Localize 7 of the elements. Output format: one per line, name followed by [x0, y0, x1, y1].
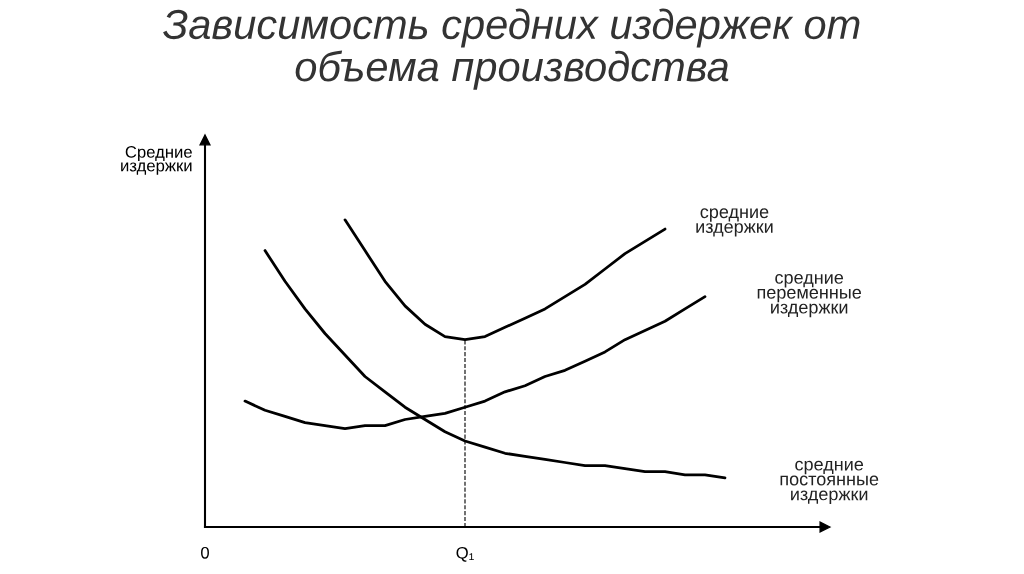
text: средние переменные издержки: [757, 273, 862, 318]
chart-title: Зависимость средних издержек от объема производства: [163, 8, 860, 90]
x-tick-label: Q₁: [456, 546, 474, 562]
text: средние постоянные издержки: [780, 460, 879, 504]
y-axis-title: Средние издержки: [121, 146, 192, 175]
x-tick-label: 0: [201, 546, 209, 559]
series-label: средние издержки: [696, 208, 773, 237]
